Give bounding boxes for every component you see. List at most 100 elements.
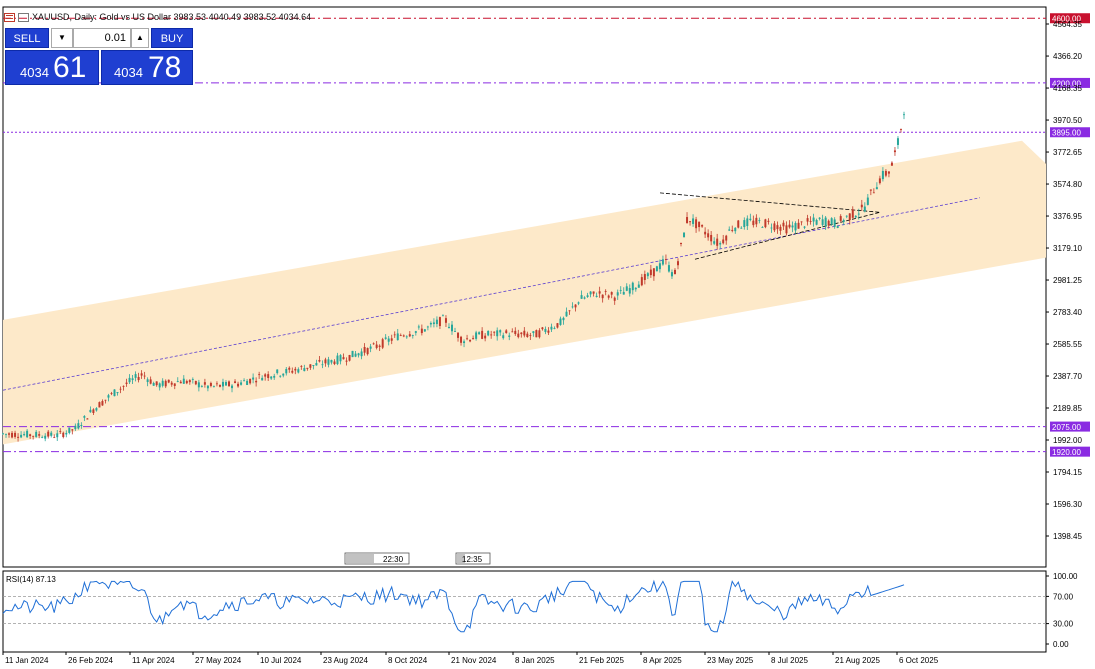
candle-body: [499, 330, 502, 333]
candle-body: [779, 226, 782, 231]
rsi-label: RSI(14) 87.13: [6, 575, 56, 584]
triangle-lower-line[interactable]: [694, 211, 881, 260]
symbol-icon[interactable]: [4, 12, 15, 22]
candle-body: [746, 218, 749, 227]
candle-body: [441, 315, 444, 317]
candle-body: [197, 382, 200, 388]
candle-body: [288, 367, 291, 370]
candle-body: [423, 329, 426, 332]
candle-body: [164, 380, 167, 387]
candle-body: [426, 326, 429, 328]
candle-body: [35, 431, 38, 437]
candle-body: [414, 331, 417, 333]
candle-body: [607, 295, 610, 298]
candle-body: [309, 364, 312, 368]
candle-body: [179, 381, 182, 384]
candle-body: [568, 310, 571, 312]
date-axis-label: 8 Jan 2025: [515, 656, 555, 665]
candle-body: [658, 263, 661, 270]
candle-body: [104, 399, 107, 401]
candle-body: [95, 408, 98, 411]
price-axis-label: 2189.85: [1053, 404, 1082, 413]
candle-body: [553, 328, 556, 329]
candle-body: [68, 427, 71, 433]
candle-body: [803, 226, 806, 228]
candle-body: [827, 220, 830, 226]
candle-body: [511, 331, 514, 333]
candle-body: [360, 351, 363, 357]
candle-body: [869, 189, 872, 191]
candle-body: [695, 219, 698, 229]
candle-body: [734, 227, 737, 232]
candle-body: [770, 227, 773, 229]
candle-body: [20, 434, 23, 438]
candle-body: [122, 385, 125, 387]
candle-body: [110, 392, 113, 394]
candle-body: [246, 380, 249, 386]
candle-body: [710, 234, 713, 242]
candle-body: [417, 326, 420, 328]
candle-body: [312, 365, 315, 367]
candle-body: [44, 435, 47, 439]
candle-body: [649, 269, 652, 276]
candle-body: [161, 380, 164, 386]
candle-body: [851, 209, 854, 218]
candle-body: [761, 227, 764, 228]
candle-body: [728, 229, 731, 231]
candle-body: [8, 433, 11, 435]
candle-body: [752, 220, 755, 226]
triangle-upper-line[interactable]: [659, 192, 881, 213]
candle-body: [535, 330, 538, 338]
candle-body: [785, 225, 788, 234]
candle-body: [315, 363, 318, 366]
lot-increase-button[interactable]: ▲: [131, 28, 149, 48]
candle-body: [393, 334, 396, 336]
lot-size-input[interactable]: 0.01: [73, 28, 131, 48]
candle-body: [776, 225, 779, 230]
candle-body: [755, 217, 758, 225]
sell-price-box[interactable]: 4034 61: [5, 50, 99, 85]
candle-body: [38, 434, 41, 436]
candle-body: [65, 433, 68, 435]
price-axis-label: 4564.35: [1053, 20, 1082, 29]
price-level-label: 1920.00: [1052, 448, 1081, 457]
date-axis-label: 10 Jul 2024: [260, 656, 302, 665]
candle-body: [872, 192, 875, 194]
candle-body: [74, 425, 77, 430]
candle-body: [637, 284, 640, 288]
timeframe-icon[interactable]: [18, 12, 29, 22]
time-marker[interactable]: [455, 552, 491, 565]
candle-body: [408, 334, 411, 337]
candle-body: [188, 380, 191, 383]
chevron-up-icon: ▲: [136, 33, 144, 42]
candle-body: [279, 375, 282, 377]
candle-body: [532, 331, 535, 334]
lot-dropdown[interactable]: ▼: [51, 28, 73, 48]
time-marker[interactable]: [344, 552, 410, 565]
candle-body: [839, 216, 842, 221]
candle-body: [800, 221, 803, 223]
buy-price-box[interactable]: 4034 78: [101, 50, 193, 85]
price-axis-label: 4366.20: [1053, 52, 1082, 61]
candle-body: [887, 171, 890, 174]
date-axis-label: 23 May 2025: [707, 656, 754, 665]
candle-body: [303, 368, 306, 372]
buy-button[interactable]: BUY: [151, 28, 193, 48]
candle-body: [863, 206, 866, 212]
candle-body: [119, 388, 122, 390]
candle-body: [56, 433, 59, 438]
candle-body: [692, 218, 695, 224]
candle-body: [589, 291, 592, 295]
candle-body: [764, 219, 767, 228]
candle-body: [234, 381, 237, 384]
candle-body: [149, 379, 152, 384]
candle-body: [490, 334, 493, 336]
candle-body: [592, 291, 595, 294]
candle-body: [237, 383, 240, 387]
candle-body: [83, 416, 86, 418]
candle-body: [791, 225, 794, 228]
sell-button[interactable]: SELL: [5, 28, 49, 48]
candle-body: [98, 402, 101, 408]
